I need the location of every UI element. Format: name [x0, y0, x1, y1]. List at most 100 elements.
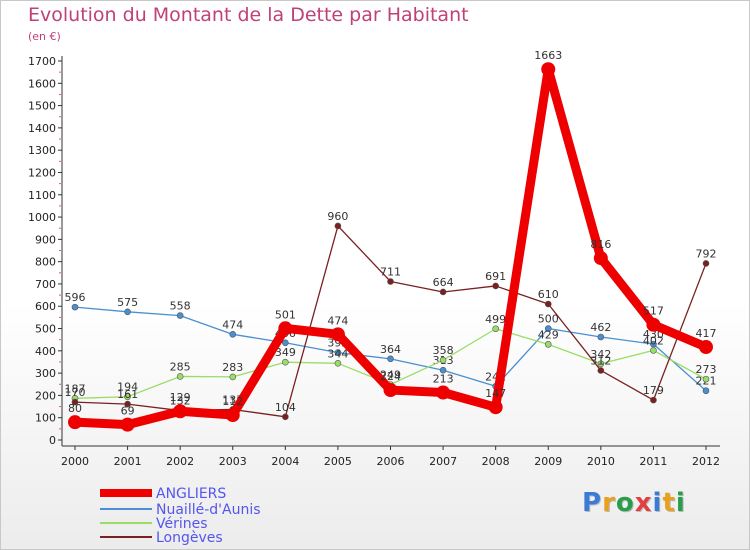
data-point [120, 417, 135, 432]
data-point [383, 383, 398, 398]
data-label: 187 [65, 382, 86, 395]
logo-letter: x [634, 488, 653, 518]
x-tick-label: 2007 [429, 455, 457, 468]
data-label: 417 [696, 327, 717, 340]
data-label: 501 [275, 308, 296, 321]
data-point [282, 339, 289, 347]
legend-label: Vérines [156, 516, 208, 532]
y-tick-label: 1600 [28, 77, 56, 90]
y-tick-label: 600 [35, 300, 56, 313]
data-point [541, 62, 556, 77]
data-point [334, 349, 342, 356]
data-label: 691 [485, 270, 506, 283]
logo-letter: o [615, 488, 635, 518]
x-tick-label: 2001 [114, 455, 142, 468]
legend-label: Nuaillé-d'Aunis [156, 502, 261, 518]
data-point [646, 317, 661, 332]
data-label: 558 [170, 300, 191, 313]
data-label: 69 [121, 405, 135, 418]
logo-letter: P [582, 488, 603, 518]
data-point [176, 373, 184, 380]
data-label: 104 [275, 401, 296, 414]
data-point [439, 366, 447, 374]
data-label: 132 [170, 395, 191, 408]
data-label: 596 [65, 291, 86, 304]
data-point [702, 260, 710, 267]
data-point [71, 303, 79, 311]
data-point [124, 308, 131, 316]
y-tick-label: 1000 [28, 211, 56, 224]
y-tick-label: 400 [35, 345, 56, 358]
x-tick-label: 2003 [219, 455, 247, 468]
x-tick-label: 2006 [377, 455, 405, 468]
data-label: 575 [117, 296, 138, 309]
data-label: 429 [538, 328, 559, 341]
data-point [699, 340, 713, 355]
data-label: 364 [380, 343, 401, 356]
data-point [334, 360, 342, 367]
data-label: 161 [117, 388, 138, 401]
proxiti-logo: Proxiti [582, 488, 686, 518]
data-label: 462 [590, 321, 611, 334]
data-label: 129 [170, 391, 191, 404]
data-point [282, 358, 289, 366]
y-tick-label: 900 [35, 233, 56, 246]
x-tick-label: 2008 [482, 455, 510, 468]
data-label: 610 [538, 288, 559, 301]
data-point [278, 321, 293, 336]
data-label: 312 [590, 354, 611, 367]
data-point [387, 278, 394, 285]
data-point [702, 387, 710, 395]
data-point [702, 375, 710, 383]
y-tick-label: 100 [35, 412, 56, 425]
y-tick-label: 700 [35, 278, 56, 291]
data-label: 816 [590, 238, 611, 251]
data-point [330, 327, 345, 342]
x-tick-label: 2010 [587, 455, 615, 468]
data-point [282, 413, 289, 421]
data-point [229, 331, 237, 338]
y-tick-label: 1700 [28, 55, 56, 68]
data-point [597, 333, 605, 341]
data-point [173, 404, 188, 419]
data-label: 170 [65, 386, 86, 399]
y-tick-label: 1300 [28, 144, 56, 157]
logo-letter: r [602, 488, 616, 518]
y-tick-label: 500 [35, 323, 56, 336]
logo-letter: i [675, 488, 686, 518]
data-label: 283 [222, 361, 243, 374]
data-label: 80 [68, 402, 82, 415]
data-label: 349 [275, 346, 296, 359]
chart-subtitle: (en €) [28, 30, 61, 43]
data-point [124, 393, 131, 401]
data-label: 358 [433, 344, 454, 357]
x-tick-label: 2005 [324, 455, 352, 468]
data-point [597, 360, 605, 368]
y-tick-label: 1500 [28, 100, 56, 113]
data-point [68, 415, 82, 430]
data-point [436, 385, 451, 400]
x-tick-label: 2011 [639, 455, 667, 468]
data-point [439, 356, 447, 364]
data-label: 342 [590, 348, 611, 361]
data-point [225, 408, 240, 423]
data-label: 960 [327, 210, 348, 223]
data-point [544, 325, 552, 332]
data-label: 285 [170, 360, 191, 373]
data-point [488, 400, 503, 415]
data-label: 474 [327, 314, 348, 327]
data-point [492, 325, 499, 333]
legend-label: ANGLIERS [156, 486, 226, 502]
data-point [544, 341, 552, 348]
data-label: 147 [485, 387, 506, 400]
data-label: 792 [696, 247, 717, 260]
data-label: 500 [538, 313, 559, 326]
logo-letter: i [652, 488, 663, 518]
x-tick-label: 2009 [534, 455, 562, 468]
data-point [544, 300, 552, 308]
y-tick-label: 1100 [28, 189, 56, 202]
data-label: 474 [222, 318, 243, 331]
data-point [650, 396, 657, 404]
